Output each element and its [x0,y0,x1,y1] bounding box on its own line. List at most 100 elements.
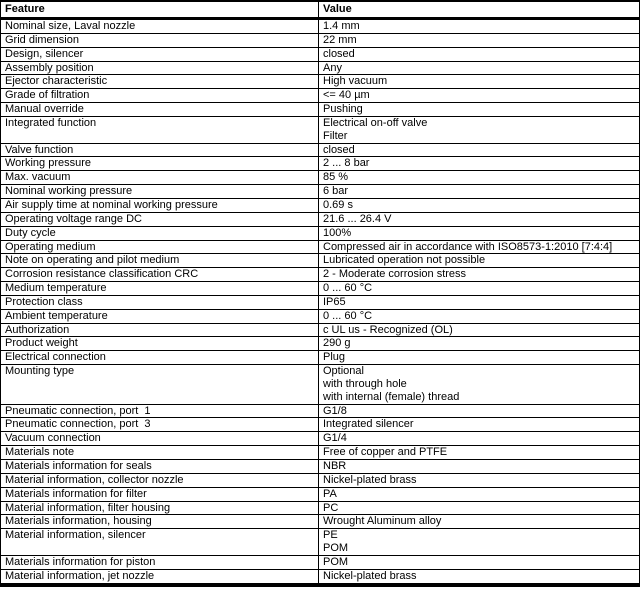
feature-cell: Design, silencer [0,47,319,62]
value-line: 22 mm [323,33,357,46]
table-row: Air supply time at nominal working press… [0,198,640,213]
table-row: Material information, jet nozzle Nickel-… [0,569,640,586]
feature-cell: Manual override [0,102,319,117]
value-cell: closed [318,143,640,158]
value-line: Plug [323,351,346,364]
value-line: Pushing [323,103,363,116]
feature-cell: Ejector characteristic [0,74,319,90]
feature-cell: Authorization [0,323,319,338]
table-row: Corrosion resistance classification CRC … [0,267,640,283]
header-row: Feature Value [0,1,640,20]
value-line: with internal (female) thread [323,390,460,403]
feature-cell: Working pressure [0,156,319,172]
value-cell: G1/8 [318,404,640,419]
table-row: Note on operating and pilot medium Lubri… [0,253,640,269]
table-row: Manual override Pushing [0,102,640,117]
table-row: Operating voltage range DC 21.6 ... 26.4… [0,212,640,227]
value-cell: Pushing [318,102,640,117]
value-cell: Integrated silencer [318,417,640,433]
feature-cell: Valve function [0,143,319,158]
table-row: Duty cycle 100% [0,226,640,241]
value-cell: Wrought Aluminum alloy [318,514,640,530]
table-row: Design, silencer closed [0,47,640,62]
value-cell: NBR [318,459,640,474]
table-row: Mounting type Optional with through hole w… [0,364,640,405]
value-cell: Free of copper and PTFE [318,445,640,460]
feature-cell: Corrosion resistance classification CRC [0,267,319,283]
value-cell: 100% [318,226,640,241]
table-row: Nominal size, Laval nozzle 1.4 mm [0,18,640,34]
table-row: Materials information for seals NBR [0,459,640,474]
feature-cell: Protection class [0,295,319,310]
table-row: Authorization c UL us - Recognized (OL) [0,323,640,338]
table-row: Product weight 290 g [0,336,640,352]
feature-cell: Grid dimension [0,33,319,48]
value-line: Optional [323,365,364,378]
value-line: closed [323,143,355,156]
value-cell: <= 40 µm [318,88,640,104]
table-row: Ambient temperature 0 ... 60 °C [0,309,640,324]
value-line: IP65 [323,295,346,308]
table-row: Material information, silencer PE POM [0,528,640,556]
value-cell: Lubricated operation not possible [318,253,640,269]
value-cell: IP65 [318,295,640,310]
value-line: Nickel-plated brass [323,473,417,486]
value-line: Free of copper and PTFE [323,446,448,459]
feature-cell: Material information, filter housing [0,501,319,516]
table-row: Materials note Free of copper and PTFE [0,445,640,460]
feature-cell: Air supply time at nominal working press… [0,198,319,213]
value-line: Nickel-plated brass [323,569,417,582]
value-line: 1.4 mm [323,20,360,32]
value-line: POM [323,555,349,568]
value-cell: closed [318,47,640,62]
feature-cell: Material information, silencer [0,528,319,556]
feature-cell: Materials information for filter [0,487,319,502]
value-cell: PC [318,501,640,516]
value-cell: Optional with through hole with internal (… [318,364,640,405]
feature-cell: Nominal size, Laval nozzle [0,18,319,34]
feature-cell: Material information, jet nozzle [0,569,319,586]
table-row: Grid dimension 22 mm [0,33,640,48]
value-line: Compressed air in accordance with ISO857… [323,240,613,253]
feature-cell: Operating medium [0,240,319,255]
value-cell: Compressed air in accordance with ISO857… [318,240,640,255]
value-cell: 0.69 s [318,198,640,213]
value-line: 21.6 ... 26.4 V [323,212,392,225]
value-line: POM [323,542,349,555]
table-row: Material information, collector nozzle N… [0,473,640,488]
value-line: with through hole [323,377,407,390]
feature-cell: Materials information for seals [0,459,319,474]
value-cell: 21.6 ... 26.4 V [318,212,640,227]
table-row: Materials information, housing Wrought A… [0,514,640,530]
value-cell: 1.4 mm [318,18,640,34]
value-line: High vacuum [323,75,388,88]
table-row: Pneumatic connection, port 3 Integrated … [0,417,640,433]
table-row: Vacuum connection G1/4 [0,431,640,447]
table-row: Protection class IP65 [0,295,640,310]
table-row: Grade of filtration <= 40 µm [0,88,640,104]
value-line: G1/4 [323,432,347,445]
value-line: 290 g [323,337,351,350]
value-line: PE [323,529,338,542]
table-row: Pneumatic connection, port 1 G1/8 [0,404,640,419]
feature-cell: Duty cycle [0,226,319,241]
feature-cell: Assembly position [0,61,319,76]
feature-cell: Materials information, housing [0,514,319,530]
value-line: 85 % [323,171,349,184]
value-line: c UL us - Recognized (OL) [323,323,453,336]
column-header-value: Value [318,1,640,20]
feature-cell: Pneumatic connection, port 1 [0,404,319,419]
table-row: Material information, filter housing PC [0,501,640,516]
feature-cell: Pneumatic connection, port 3 [0,417,319,433]
feature-cell: Mounting type [0,364,319,405]
value-line: 2 - Moderate corrosion stress [323,268,467,281]
value-line: Lubricated operation not possible [323,254,486,267]
feature-cell: Materials note [0,445,319,460]
feature-cell: Electrical connection [0,350,319,366]
value-cell: 2 - Moderate corrosion stress [318,267,640,283]
value-line: Electrical on-off valve [323,116,428,129]
column-header-feature: Feature [0,1,319,20]
table-row: Materials information for filter PA [0,487,640,502]
